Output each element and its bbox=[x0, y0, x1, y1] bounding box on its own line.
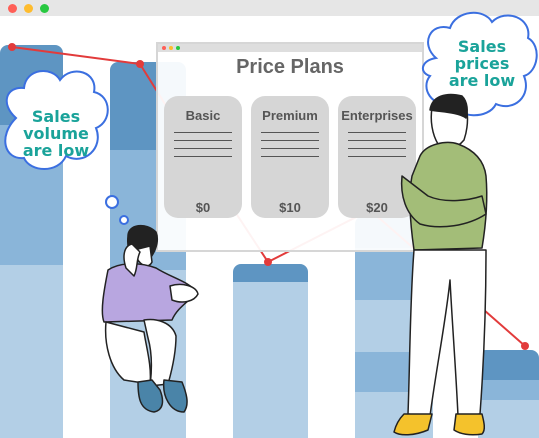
plan-card-enterprises[interactable]: Enterprises $20 bbox=[338, 96, 416, 218]
plan-price: $10 bbox=[279, 200, 301, 215]
plan-card-basic[interactable]: Basic $0 bbox=[164, 96, 242, 218]
right-bubble-text: Sales prices are low bbox=[436, 38, 528, 89]
plan-name: Enterprises bbox=[341, 108, 413, 123]
plan-features bbox=[348, 132, 406, 164]
page-title: Price Plans bbox=[236, 56, 344, 78]
close-dot[interactable] bbox=[8, 4, 17, 13]
window-titlebar bbox=[0, 0, 539, 16]
plan-name: Basic bbox=[185, 108, 221, 123]
plan-features bbox=[261, 132, 319, 164]
plan-name: Premium bbox=[262, 108, 318, 123]
bar-1 bbox=[0, 45, 63, 438]
minimize-dot bbox=[169, 46, 173, 50]
bubble-line: Sales bbox=[457, 37, 507, 56]
plan-price: $0 bbox=[195, 200, 211, 215]
plan-price: $20 bbox=[366, 200, 388, 215]
bubble-line: are low bbox=[448, 71, 516, 90]
maximize-dot bbox=[176, 46, 180, 50]
minimize-dot[interactable] bbox=[24, 4, 33, 13]
close-dot bbox=[162, 46, 166, 50]
bubble-line: are low bbox=[22, 141, 90, 160]
bar-5 bbox=[478, 350, 539, 438]
plan-card-premium[interactable]: Premium $10 bbox=[251, 96, 329, 218]
bubble-line: volume bbox=[23, 124, 89, 143]
bar-3 bbox=[233, 264, 308, 438]
left-bubble-text: Sales volume are low bbox=[10, 108, 102, 159]
price-plans-window: Price Plans Basic $0 Premium $10 Enterpr… bbox=[156, 42, 424, 252]
plan-features bbox=[174, 132, 232, 164]
bubble-line: Sales bbox=[31, 107, 81, 126]
bubble-line: prices bbox=[454, 54, 510, 73]
maximize-dot[interactable] bbox=[40, 4, 49, 13]
window-mini-titlebar bbox=[158, 44, 422, 52]
